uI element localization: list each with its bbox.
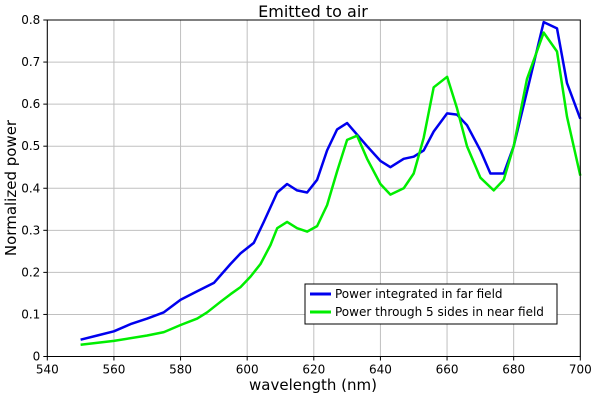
x-tick-label: 680 xyxy=(502,363,525,377)
y-tick-label: 0.1 xyxy=(21,307,40,321)
series-line-far-field xyxy=(80,20,582,341)
series-lines xyxy=(80,20,582,346)
y-tick-label: 0.5 xyxy=(21,139,40,153)
x-tick-label: 540 xyxy=(36,363,59,377)
y-tick-label: 0.8 xyxy=(21,13,40,27)
legend: Power integrated in far field Power thro… xyxy=(304,283,558,325)
series-line-near-field xyxy=(80,31,582,346)
y-tick-label: 0.2 xyxy=(21,265,40,279)
chart-title: Emitted to air xyxy=(258,2,368,21)
y-axis-label: Normalized power xyxy=(2,119,20,256)
ticks: 540 560 580 600 620 640 660 680 700 0 0.1 0.2 0.3 0.4… xyxy=(21,13,592,377)
y-tick-label: 0.4 xyxy=(21,181,40,195)
x-tick-label: 660 xyxy=(436,363,459,377)
plot-frame xyxy=(46,19,581,357)
x-tick-label: 620 xyxy=(302,363,325,377)
legend-label-near-field: Power through 5 sides in near field xyxy=(335,305,544,319)
x-tick-label: 700 xyxy=(569,363,592,377)
x-tick-label: 640 xyxy=(369,363,392,377)
y-tick-label: 0.7 xyxy=(21,55,40,69)
x-tick-label: 560 xyxy=(102,363,125,377)
x-tick-label: 580 xyxy=(169,363,192,377)
y-tick-label: 0 xyxy=(33,350,41,364)
legend-box xyxy=(304,283,558,325)
x-tick-label: 600 xyxy=(236,363,259,377)
y-tick-label: 0.3 xyxy=(21,223,40,237)
y-tick-label: 0.6 xyxy=(21,97,40,111)
x-axis-label: wavelength (nm) xyxy=(249,376,377,394)
legend-label-far-field: Power integrated in far field xyxy=(335,287,503,301)
